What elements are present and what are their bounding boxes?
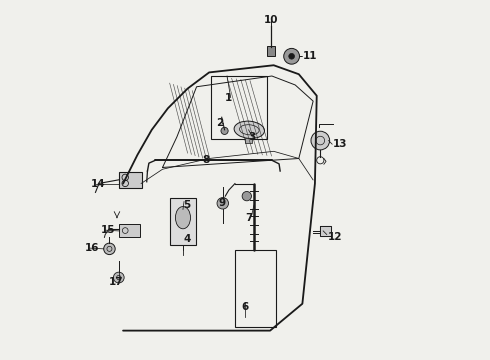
Text: 12: 12 bbox=[327, 232, 342, 242]
Text: 4: 4 bbox=[184, 234, 191, 244]
Text: 15: 15 bbox=[101, 225, 115, 235]
Text: 6: 6 bbox=[242, 302, 248, 312]
Ellipse shape bbox=[234, 121, 265, 139]
Circle shape bbox=[217, 198, 228, 209]
Text: 11: 11 bbox=[302, 51, 317, 61]
Bar bbox=[171, 198, 196, 244]
Circle shape bbox=[113, 272, 124, 283]
Text: 10: 10 bbox=[264, 15, 278, 26]
Bar bbox=[119, 172, 142, 188]
Text: 7: 7 bbox=[245, 213, 252, 222]
Bar bbox=[267, 46, 275, 56]
Circle shape bbox=[284, 48, 299, 64]
Text: 2: 2 bbox=[216, 118, 223, 128]
Text: 17: 17 bbox=[109, 277, 123, 287]
Bar bbox=[245, 138, 252, 143]
Text: 16: 16 bbox=[84, 243, 99, 253]
Circle shape bbox=[311, 131, 330, 150]
Text: 9: 9 bbox=[218, 198, 225, 208]
Bar bbox=[211, 76, 267, 139]
Bar bbox=[235, 250, 276, 327]
Text: 8: 8 bbox=[202, 155, 209, 165]
Circle shape bbox=[289, 53, 294, 59]
Circle shape bbox=[221, 127, 228, 134]
Circle shape bbox=[242, 192, 251, 201]
Circle shape bbox=[104, 243, 115, 255]
Text: 14: 14 bbox=[91, 179, 105, 189]
Ellipse shape bbox=[175, 207, 191, 229]
Text: 3: 3 bbox=[248, 132, 256, 142]
Text: 5: 5 bbox=[183, 200, 191, 210]
Text: 13: 13 bbox=[333, 139, 347, 149]
Text: 1: 1 bbox=[225, 93, 233, 103]
Bar bbox=[119, 224, 140, 237]
Polygon shape bbox=[320, 226, 331, 235]
